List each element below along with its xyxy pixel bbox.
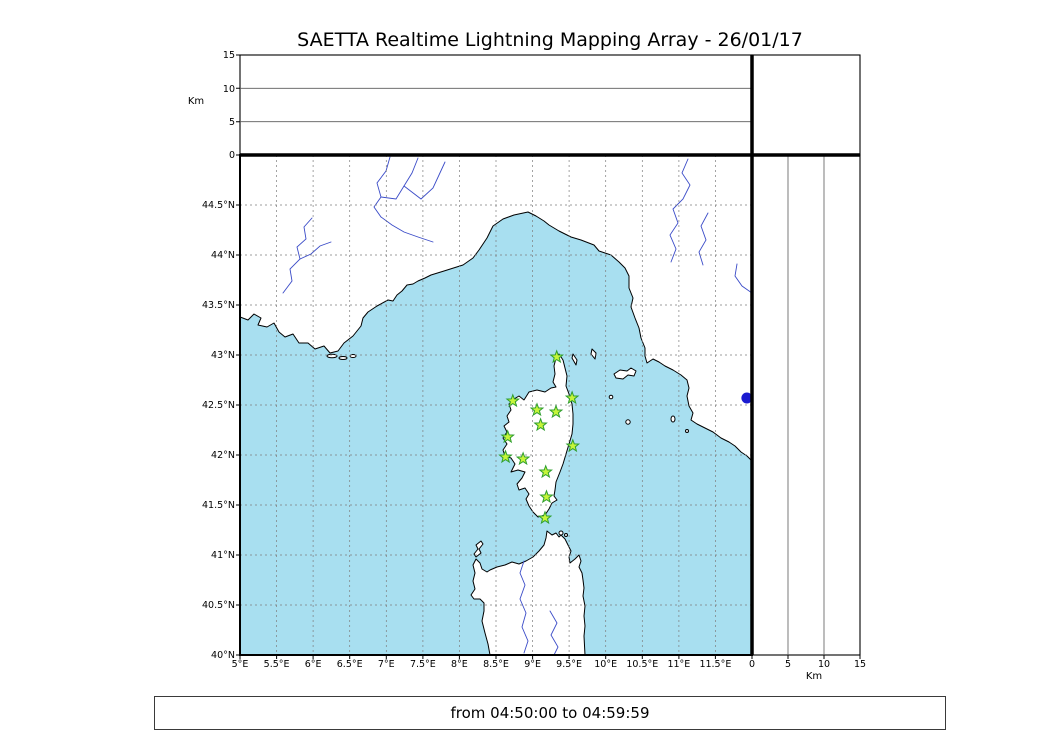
- lat-tick-label: 42.5°N: [202, 400, 235, 411]
- panel-frame: [239, 54, 753, 156]
- time-range-box: from 04:50:00 to 04:59:59: [154, 696, 946, 730]
- lon-tick-label: 9°E: [524, 659, 541, 670]
- lat-tick-label: 40.5°N: [202, 600, 235, 611]
- lake-marker: [741, 392, 752, 404]
- islands-maddalena: [558, 530, 564, 536]
- altitude-tick-label: 5: [229, 117, 235, 128]
- station-star: [564, 390, 580, 405]
- altitude-tick-label: 0: [229, 150, 235, 161]
- station-star: [548, 404, 564, 419]
- altitude-tick-label: 15: [854, 659, 866, 670]
- lat-tick-label: 43.5°N: [202, 300, 235, 311]
- lon-tick-label: 5°E: [232, 659, 249, 670]
- islet-giraglia: [571, 353, 578, 366]
- river: [698, 212, 709, 266]
- island-giglio: [670, 415, 676, 423]
- island-asinara: [473, 540, 484, 558]
- axis-ticks-latitude: [236, 204, 240, 656]
- mainland-coast: [240, 155, 752, 462]
- altitude-unit-label: Km: [188, 96, 204, 107]
- island-montecristo: [625, 419, 631, 425]
- station-star: [538, 464, 553, 479]
- lon-tick-label: 6°E: [305, 659, 322, 670]
- lon-tick-label: 7.5°E: [410, 659, 436, 670]
- island-capraia: [590, 348, 597, 360]
- lat-tick-label: 41.5°N: [202, 500, 235, 511]
- islands-maddalena: [564, 533, 568, 537]
- river: [669, 158, 691, 263]
- lat-tick-label: 41°N: [211, 550, 235, 561]
- station-star: [539, 489, 554, 504]
- lon-tick-label: 5.5°E: [264, 659, 290, 670]
- station-star: [498, 449, 513, 464]
- lon-tick-label: 11.5°E: [699, 659, 731, 670]
- river: [549, 610, 559, 655]
- panel-frame: [751, 154, 861, 656]
- lat-tick-label: 40°N: [211, 650, 235, 661]
- river: [282, 217, 313, 294]
- station-star: [529, 402, 545, 417]
- panel-frame: [751, 54, 861, 156]
- landmass-layer: [240, 155, 752, 655]
- station-star: [537, 510, 553, 525]
- lon-tick-label: 8.5°E: [483, 659, 509, 670]
- time-range-text: from 04:50:00 to 04:59:59: [450, 704, 650, 722]
- corner-panel: [751, 54, 861, 156]
- river: [373, 156, 434, 243]
- lon-tick-label: 10°E: [594, 659, 617, 670]
- altitude-tick-label: 10: [818, 659, 830, 670]
- lat-tick-label: 44.5°N: [202, 200, 235, 211]
- lon-tick-label: 11°E: [667, 659, 690, 670]
- station-star: [500, 429, 515, 444]
- island-pianosa: [608, 394, 614, 400]
- altitude-gridlines: [787, 155, 825, 655]
- altitude-tick-label: 15: [223, 50, 235, 61]
- lon-tick-label: 9.5°E: [556, 659, 582, 670]
- corsica: [502, 353, 574, 518]
- map-grid-parallels: [240, 204, 752, 606]
- island-elba: [613, 367, 637, 380]
- lat-tick-label: 42°N: [211, 450, 235, 461]
- river: [299, 241, 332, 260]
- map-panel: [239, 154, 753, 656]
- station-star: [565, 438, 581, 453]
- lon-tick-label: 6.5°E: [337, 659, 363, 670]
- altitude-latitude-panel: [751, 154, 861, 656]
- axis-ticks-longitude: [239, 655, 716, 659]
- lon-tick-label: 8°E: [451, 659, 468, 670]
- island-giannutri: [685, 429, 689, 433]
- river: [519, 560, 529, 654]
- river: [734, 263, 752, 294]
- station-star: [549, 349, 564, 364]
- lon-tick-label: 10.5°E: [626, 659, 658, 670]
- lat-tick-label: 43°N: [211, 350, 235, 361]
- figure-title: SAETTA Realtime Lightning Mapping Array …: [297, 29, 803, 51]
- axis-ticks-altitude-right: [751, 655, 861, 659]
- station-star: [515, 451, 531, 466]
- islands-hyeres: [326, 353, 338, 359]
- station-markers: [498, 349, 581, 525]
- altitude-tick-label: 0: [749, 659, 755, 670]
- altitude-unit-label: Km: [806, 671, 822, 682]
- altitude-longitude-panel: [239, 54, 753, 156]
- river: [403, 161, 446, 200]
- altitude-tick-label: 5: [785, 659, 791, 670]
- altitude-tick-label: 10: [223, 84, 235, 95]
- station-star: [533, 417, 548, 432]
- altitude-gridlines: [240, 87, 752, 123]
- lon-tick-label: 7°E: [378, 659, 395, 670]
- axis-ticks-altitude-top: [236, 54, 240, 156]
- lat-tick-label: 44°N: [211, 250, 235, 261]
- islands-hyeres: [338, 356, 348, 360]
- rivers: [282, 156, 752, 655]
- station-star: [505, 393, 521, 408]
